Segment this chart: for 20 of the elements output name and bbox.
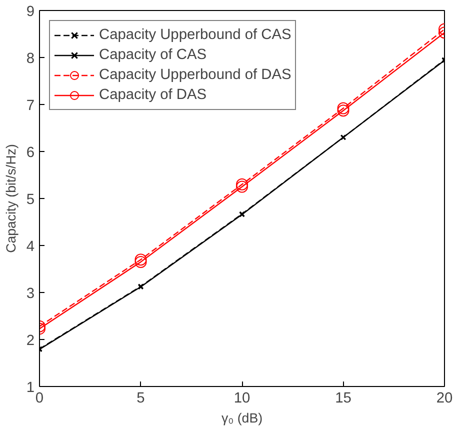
y-tick-label: 9 (26, 4, 35, 20)
x-tick-label: 15 (335, 390, 352, 406)
legend-label: Capacity Upperbound of DAS (99, 67, 292, 83)
y-tick-label: 1 (26, 380, 35, 396)
legend-label: Capacity of CAS (99, 47, 207, 63)
y-tick-label: 2 (26, 333, 35, 349)
x-tick-label: 0 (35, 390, 44, 406)
y-tick-label: 3 (26, 286, 35, 302)
y-tick-label: 6 (26, 145, 35, 161)
y-tick-label: 7 (26, 98, 35, 114)
y-tick-label: 5 (26, 192, 35, 208)
x-tick-label: 20 (436, 390, 453, 406)
x-axis-title: γ₀ (dB) (221, 410, 263, 426)
y-tick-label: 8 (26, 51, 35, 67)
x-tick-label: 5 (136, 390, 145, 406)
x-tick-label: 10 (234, 390, 250, 406)
y-axis-title: Capacity (bit/s/Hz) (3, 144, 18, 253)
legend-label: Capacity of DAS (99, 87, 207, 103)
y-tick-label: 4 (26, 239, 35, 255)
legend-label: Capacity Upperbound of CAS (99, 27, 292, 43)
